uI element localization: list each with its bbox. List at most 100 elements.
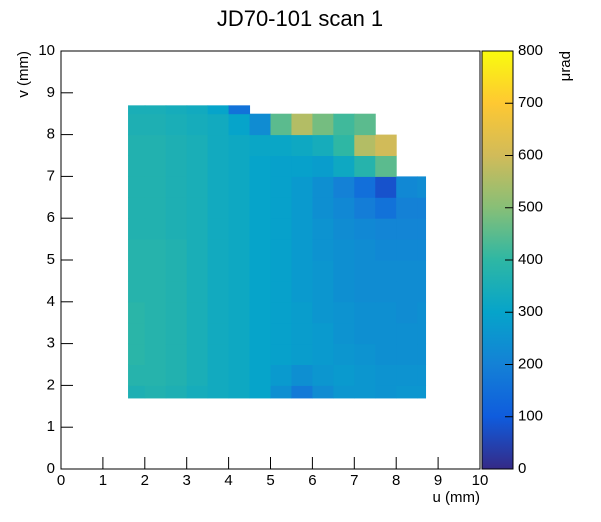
heatmap-cell: [249, 364, 271, 386]
heatmap-cell: [249, 301, 271, 324]
z-tick-label: 300: [518, 303, 543, 320]
heatmap-cell: [249, 113, 271, 136]
heatmap-cell: [270, 260, 292, 282]
heatmap-cell: [228, 260, 251, 282]
heatmap-cell: [291, 322, 313, 345]
heatmap-cell: [249, 134, 271, 156]
heatmap-cell: [165, 105, 188, 115]
x-tick-label: 7: [350, 472, 358, 489]
heatmap-cell: [354, 113, 376, 136]
heatmap-cell: [417, 176, 427, 198]
heatmap-cell: [270, 239, 292, 261]
heatmap-cell: [375, 343, 397, 365]
x-tick-label: 0: [57, 472, 65, 489]
heatmap-cell: [375, 260, 397, 282]
heatmap-cell: [375, 197, 397, 219]
heatmap-cell: [165, 385, 188, 399]
heatmap-cell: [144, 343, 167, 365]
heatmap-cell: [186, 218, 209, 240]
heatmap-cell: [312, 280, 334, 303]
heatmap-cell: [270, 364, 292, 386]
y-tick-label: 7: [47, 167, 55, 184]
heatmap-cell: [165, 301, 188, 324]
heatmap-cell: [396, 260, 418, 282]
z-tick-label: 700: [518, 94, 543, 111]
x-tick-label: 9: [434, 472, 442, 489]
heatmap-cell: [228, 105, 251, 115]
y-axis-label: v (mm): [15, 51, 32, 98]
y-tick-label: 9: [47, 84, 55, 101]
y-tick-label: 6: [47, 209, 55, 226]
heatmap-cell: [128, 239, 146, 261]
heatmap-cell: [375, 218, 397, 240]
heatmap-cell: [291, 385, 313, 399]
heatmap-cell: [312, 113, 334, 136]
heatmap-cell: [312, 385, 334, 399]
heatmap-cell: [270, 218, 292, 240]
heatmap-cell: [249, 322, 271, 345]
heatmap-cell: [354, 197, 376, 219]
heatmap-cell: [354, 134, 376, 156]
heatmap-cell: [417, 280, 427, 303]
heatmap-cell: [165, 260, 188, 282]
heatmap-cell: [128, 364, 146, 386]
heatmap-cell: [270, 322, 292, 345]
heatmap-cell: [144, 239, 167, 261]
heatmap-cell: [270, 343, 292, 365]
heatmap-cell: [186, 176, 209, 198]
heatmap-cell: [417, 197, 427, 219]
heatmap-cell: [291, 155, 313, 177]
x-tick-label: 8: [392, 472, 400, 489]
x-tick-label: 2: [141, 472, 149, 489]
heatmap-cell: [354, 322, 376, 345]
heatmap-cell: [333, 218, 355, 240]
heatmap-cell: [417, 343, 427, 365]
heatmap-cell: [144, 134, 167, 156]
heatmap-cell: [291, 239, 313, 261]
heatmap-cell: [291, 218, 313, 240]
heatmap-cell: [417, 364, 427, 386]
heatmap-cell: [207, 343, 230, 365]
heatmap-cell: [333, 322, 355, 345]
heatmap-cell: [291, 113, 313, 136]
heatmap-cell: [417, 322, 427, 345]
heatmap-cell: [207, 105, 230, 115]
heatmap-cell: [144, 155, 167, 177]
z-tick-label: 100: [518, 408, 543, 425]
heatmap-cell: [333, 239, 355, 261]
heatmap-cell: [354, 301, 376, 324]
z-tick-label: 500: [518, 199, 543, 216]
heatmap-cell: [396, 385, 418, 399]
heatmap-cell: [249, 176, 271, 198]
heatmap-cell: [249, 343, 271, 365]
heatmap-cell: [270, 301, 292, 324]
heatmap-cell: [291, 364, 313, 386]
z-axis-label: μrad: [557, 51, 574, 81]
heatmap-cell: [375, 155, 397, 177]
z-tick-label: 600: [518, 146, 543, 163]
heatmap-cell: [312, 364, 334, 386]
heatmap-cell: [165, 322, 188, 345]
heatmap-cell: [165, 364, 188, 386]
heatmap-cell: [333, 134, 355, 156]
heatmap-cell: [165, 155, 188, 177]
heatmap-cell: [128, 105, 146, 115]
heatmap-cell: [249, 280, 271, 303]
heatmap-cell: [144, 260, 167, 282]
heatmap-cell: [312, 301, 334, 324]
heatmap-cell: [291, 176, 313, 198]
y-tick-label: 4: [47, 293, 55, 310]
heatmap-cell: [128, 343, 146, 365]
heatmap-cell: [207, 280, 230, 303]
heatmap-cell: [312, 239, 334, 261]
heatmap-cell: [144, 176, 167, 198]
heatmap-cell: [186, 239, 209, 261]
heatmap-cell: [186, 197, 209, 219]
heatmap-cell: [249, 197, 271, 219]
heatmap-cell: [375, 301, 397, 324]
heatmap-cell: [249, 260, 271, 282]
heatmap-cell: [228, 176, 251, 198]
heatmap-cell: [333, 280, 355, 303]
heatmap-cell: [144, 385, 167, 399]
